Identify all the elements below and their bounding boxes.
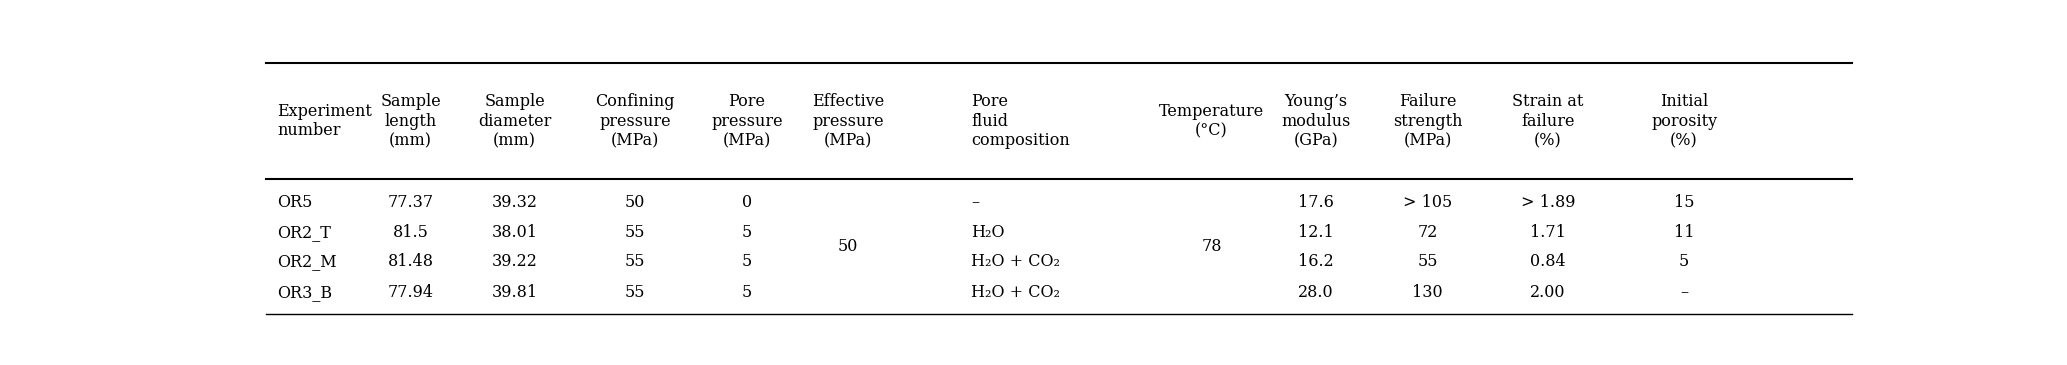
Text: 78: 78 [1201, 238, 1222, 255]
Text: 77.94: 77.94 [387, 284, 434, 301]
Text: 0: 0 [742, 194, 752, 211]
Text: Sample
diameter
(mm): Sample diameter (mm) [477, 93, 552, 149]
Text: 2.00: 2.00 [1530, 284, 1565, 301]
Text: 5: 5 [742, 284, 752, 301]
Text: 39.81: 39.81 [492, 284, 537, 301]
Text: Young’s
modulus
(GPa): Young’s modulus (GPa) [1282, 93, 1350, 149]
Text: OR3_B: OR3_B [277, 284, 333, 301]
Text: 0.84: 0.84 [1530, 253, 1565, 270]
Text: –: – [1680, 284, 1689, 301]
Text: 130: 130 [1412, 284, 1443, 301]
Text: 38.01: 38.01 [492, 224, 537, 241]
Text: 11: 11 [1674, 224, 1695, 241]
Text: 81.5: 81.5 [393, 224, 428, 241]
Text: OR2_M: OR2_M [277, 253, 337, 270]
Text: 39.22: 39.22 [492, 253, 537, 270]
Text: 1.71: 1.71 [1530, 224, 1567, 241]
Text: Effective
pressure
(MPa): Effective pressure (MPa) [812, 93, 885, 149]
Text: Pore
pressure
(MPa): Pore pressure (MPa) [711, 93, 783, 149]
Text: H₂O: H₂O [971, 224, 1005, 241]
Text: Initial
porosity
(%): Initial porosity (%) [1652, 93, 1718, 149]
Text: 55: 55 [1418, 253, 1439, 270]
Text: 55: 55 [624, 284, 645, 301]
Text: 55: 55 [624, 224, 645, 241]
Text: Sample
length
(mm): Sample length (mm) [380, 93, 440, 149]
Text: 77.37: 77.37 [387, 194, 434, 211]
Text: H₂O + CO₂: H₂O + CO₂ [971, 253, 1060, 270]
Text: Pore
fluid
composition: Pore fluid composition [971, 93, 1071, 149]
Text: 5: 5 [742, 224, 752, 241]
Text: 16.2: 16.2 [1298, 253, 1333, 270]
Text: 72: 72 [1418, 224, 1439, 241]
Text: Experiment
number: Experiment number [277, 103, 372, 139]
Text: > 105: > 105 [1403, 194, 1453, 211]
Text: 5: 5 [742, 253, 752, 270]
Text: 5: 5 [1678, 253, 1689, 270]
Text: 17.6: 17.6 [1298, 194, 1333, 211]
Text: 81.48: 81.48 [387, 253, 434, 270]
Text: OR2_T: OR2_T [277, 224, 331, 241]
Text: 12.1: 12.1 [1298, 224, 1333, 241]
Text: 50: 50 [624, 194, 645, 211]
Text: Temperature
(°C): Temperature (°C) [1160, 103, 1265, 139]
Text: –: – [971, 194, 980, 211]
Text: OR5: OR5 [277, 194, 312, 211]
Text: H₂O + CO₂: H₂O + CO₂ [971, 284, 1060, 301]
Text: 15: 15 [1674, 194, 1695, 211]
Text: Confining
pressure
(MPa): Confining pressure (MPa) [595, 93, 674, 149]
Text: Strain at
failure
(%): Strain at failure (%) [1513, 93, 1583, 149]
Text: Failure
strength
(MPa): Failure strength (MPa) [1393, 93, 1463, 149]
Text: > 1.89: > 1.89 [1521, 194, 1575, 211]
Text: 55: 55 [624, 253, 645, 270]
Text: 28.0: 28.0 [1298, 284, 1333, 301]
Text: 50: 50 [837, 238, 858, 255]
Text: 39.32: 39.32 [492, 194, 537, 211]
